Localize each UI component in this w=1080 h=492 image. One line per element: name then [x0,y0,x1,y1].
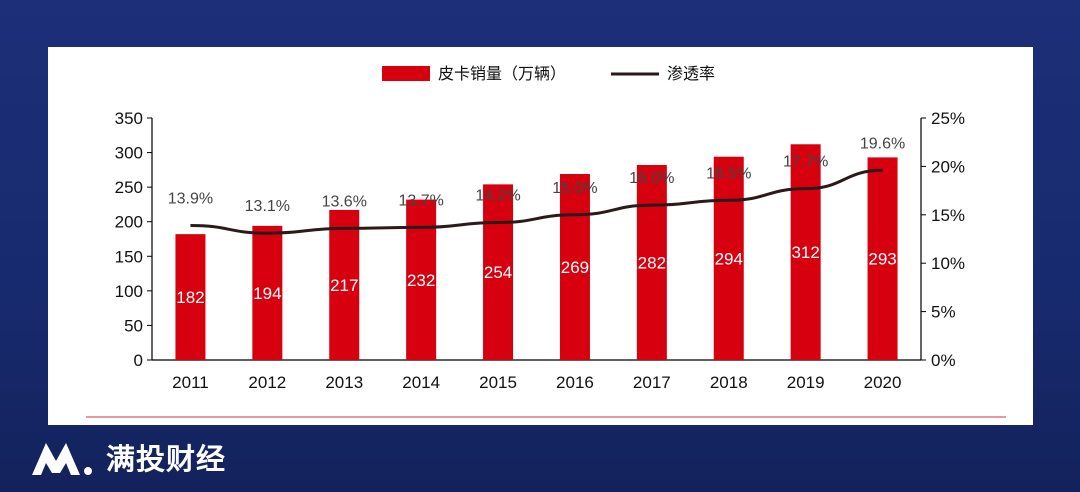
mt-logo-icon [32,443,92,475]
x-tick-label: 2015 [479,373,517,392]
legend-line-label: 渗透率 [667,64,715,83]
bar [252,225,283,360]
line-value-label: 14.2% [475,188,520,205]
bar-value-label: 217 [330,276,358,295]
brand-footer: 满投财经 [30,434,226,480]
x-tick-label: 2020 [864,373,902,392]
x-tick-label: 2011 [172,373,209,392]
bar-value-label: 282 [638,254,666,273]
bar-value-label: 182 [176,288,204,307]
x-tick-label: 2019 [787,373,825,392]
x-tick-label: 2016 [556,373,594,392]
legend-bar-label: 皮卡销量（万辆） [438,64,566,83]
bar-value-label: 312 [791,243,819,262]
line-value-label: 16.0% [629,170,674,187]
bar [636,165,667,360]
chart: 0 50 100 150 200 250 300 350 0% 5% 10% 15% 20% 25% 182… [86,64,1006,418]
bar [867,157,898,360]
bar [713,156,744,360]
bar-value-label: 294 [715,249,743,268]
bar [329,209,360,360]
bar-value-label: 232 [407,271,435,290]
y-tick-label: 300 [115,144,143,163]
x-tick-label: 2014 [402,373,440,392]
line-value-label: 16.5% [706,165,751,182]
y-tick-label: 250 [115,178,143,197]
line-value-label: 17.7% [783,154,828,171]
y2-tick-label: 25% [931,109,965,128]
bar-value-label: 254 [484,263,512,282]
bar [483,184,514,360]
brand-name: 满投财经 [106,442,227,476]
y-tick-label: 0 [134,351,143,370]
x-tick-label: 2017 [633,373,671,392]
bar-value-label: 293 [868,250,896,269]
bar [175,234,206,360]
y2-tick-label: 15% [931,206,965,225]
penetration-line [190,168,883,235]
y-tick-label: 100 [115,282,143,301]
y-tick-label: 350 [115,109,143,128]
line-value-label: 15.0% [552,180,597,197]
bar [790,144,821,360]
y-tick-label: 150 [115,247,143,266]
y2-tick-label: 0% [931,351,956,370]
x-tick-label: 2013 [325,373,363,392]
bar-value-label: 194 [253,284,281,303]
y-tick-label: 50 [124,316,143,335]
x-tick-label: 2018 [710,373,748,392]
y2-tick-label: 5% [931,303,956,322]
line-value-label: 19.6% [860,135,905,152]
y2-tick-label: 20% [931,157,965,176]
line-value-label: 13.7% [398,192,443,209]
y2-tick-label: 10% [931,254,965,273]
x-tick-label: 2012 [248,373,286,392]
chart-panel: 0 50 100 150 200 250 300 350 0% 5% 10% 15% 20% 25% 182… [48,47,1033,425]
line-value-label: 13.9% [168,190,213,207]
y-tick-label: 200 [115,213,143,232]
bar-value-label: 269 [561,258,589,277]
bar [559,174,590,360]
line-value-label: 13.6% [322,193,367,210]
line-value-label: 13.1% [245,198,290,215]
legend-bar-swatch [382,66,430,81]
